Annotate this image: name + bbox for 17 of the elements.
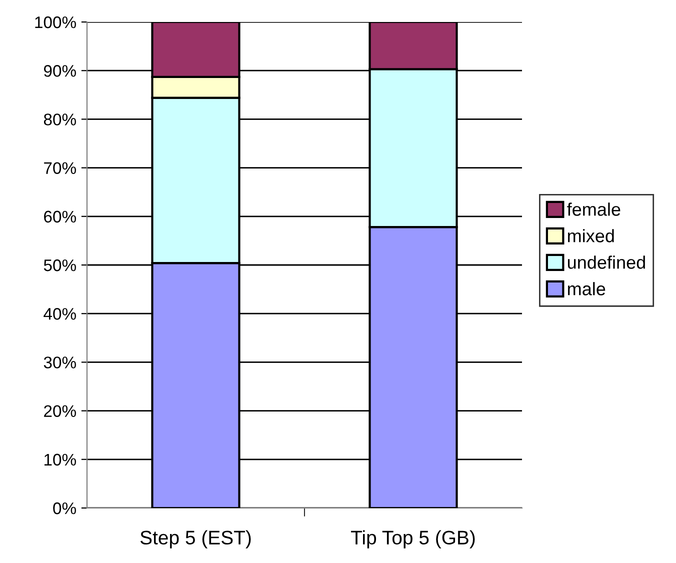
y-tick-label: 100%	[35, 16, 76, 28]
y-tick-label: 0%	[53, 502, 76, 514]
x-tick-label: Step 5 (EST)	[140, 530, 251, 548]
y-tick-label: 20%	[44, 405, 76, 418]
y-tick-label: 50%	[44, 259, 76, 272]
y-tick-label: 40%	[44, 308, 76, 320]
y-tick-label: 60%	[44, 210, 76, 223]
legend-label: mixed	[568, 229, 614, 242]
y-tick-label: 70%	[44, 162, 76, 174]
legend-label: male	[568, 282, 606, 296]
legend-label: undefined	[568, 256, 645, 269]
y-tick-label: 90%	[44, 65, 76, 77]
x-tick-label: Tip Top 5 (GB)	[351, 530, 475, 548]
y-tick-label: 10%	[44, 454, 76, 466]
y-tick-label: 80%	[44, 114, 76, 126]
y-tick-label: 30%	[44, 356, 76, 368]
legend-label: female	[567, 202, 620, 216]
